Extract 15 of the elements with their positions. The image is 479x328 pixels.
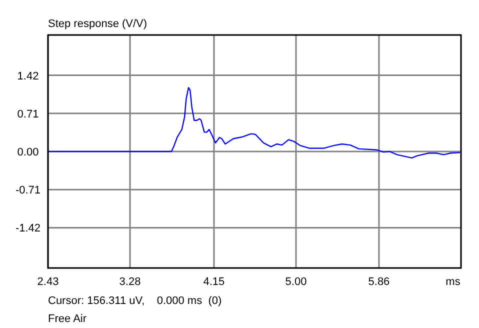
text: Cursor: 156.311 uV, 0.000 ms (0) <box>48 295 222 307</box>
chart-title: Step response (V/V) <box>48 18 148 30</box>
y-tick-label: 0.00 <box>17 146 39 158</box>
x-tick-label: 4.15 <box>203 276 225 288</box>
x-tick-label: 5.86 <box>368 276 390 288</box>
y-tick-label: 1.42 <box>17 70 39 82</box>
y-tick-label: 0.71 <box>17 108 39 120</box>
line-series <box>47 87 461 159</box>
text: Free Air <box>48 313 87 325</box>
x-tick-label: 3.28 <box>119 276 141 288</box>
y-tick-label: -1.42 <box>15 222 41 235</box>
x-tick-label: 5.00 <box>285 276 307 288</box>
x-axis-title: ms <box>446 276 461 288</box>
x-tick-label: 2.43 <box>37 276 59 288</box>
y-tick-label: -0.71 <box>15 184 41 197</box>
